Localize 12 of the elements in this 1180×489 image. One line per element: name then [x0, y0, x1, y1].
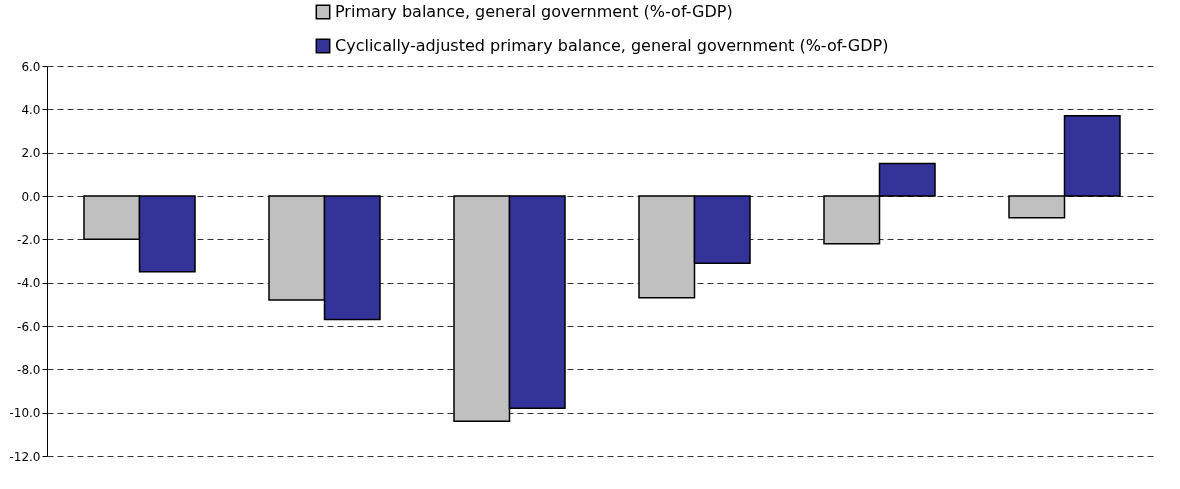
legend-label: Cyclically-adjusted primary balance, general government (%-of-GDP)	[335, 36, 889, 55]
y-tick-label: -2.0	[17, 232, 41, 247]
y-tick-label: -4.0	[17, 276, 41, 291]
y-tick-label: 6.0	[21, 59, 41, 74]
y-tick-label: -8.0	[17, 362, 41, 377]
y-tick-label: 0.0	[21, 189, 41, 204]
y-tick-label: -6.0	[17, 319, 41, 334]
y-tick-label: -12.0	[9, 449, 41, 464]
legend-label: Primary balance, general government (%-of-GDP)	[335, 2, 733, 21]
y-tick-label: 2.0	[21, 146, 41, 161]
y-tick-label: -10.0	[9, 406, 41, 421]
y-tick-label: 4.0	[21, 102, 41, 117]
